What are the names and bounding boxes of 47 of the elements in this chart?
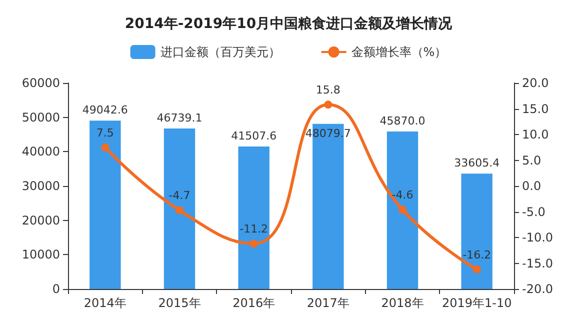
x-tick-label: 2016年 <box>232 296 276 310</box>
data-label: -4.6 <box>392 188 414 202</box>
point <box>101 143 110 152</box>
y2-tick-label: -20.0 <box>522 282 554 296</box>
data-label: -4.7 <box>168 189 190 202</box>
data-label: 41507.6 <box>231 129 277 142</box>
y-tick-label: 50000 <box>22 110 60 124</box>
bar <box>238 146 270 289</box>
legend-label: 金额增长率（%） <box>351 45 447 59</box>
y2-tick-label: -10.0 <box>522 230 554 244</box>
x-tick-label: 2014年 <box>84 296 126 310</box>
data-label: -11.2 <box>240 222 268 236</box>
data-label: 49042.6 <box>82 104 128 117</box>
point <box>472 265 481 274</box>
data-label: 45870.0 <box>380 114 426 128</box>
bar <box>386 132 418 289</box>
point <box>398 206 406 214</box>
y2-tick-label: -15.0 <box>522 256 554 270</box>
bar <box>461 174 492 289</box>
data-label: 15.8 <box>316 84 340 97</box>
y-tick-label: 30000 <box>22 179 60 193</box>
y2-tick-label: 10.0 <box>522 128 549 142</box>
data-label: 33605.4 <box>454 156 500 170</box>
x-tick-label: 2019年1-10 <box>442 296 512 310</box>
point <box>324 100 332 109</box>
x-tick-label: 2018年 <box>381 296 424 310</box>
y2-tick-label: 5.0 <box>522 153 542 168</box>
y-tick-label: 40000 <box>22 144 60 159</box>
chart-title: 2014年-2019年10月中国粮食进口金额及增长情况 <box>124 15 454 32</box>
y2-tick-label: 20.0 <box>522 76 549 90</box>
data-label: 7.5 <box>96 126 114 140</box>
y-tick-label: 10000 <box>22 248 60 262</box>
data-label: 46739.1 <box>156 112 202 125</box>
x-tick-label: 2017年 <box>306 296 350 310</box>
y2-tick-label: 15.0 <box>522 102 549 116</box>
point <box>176 206 184 214</box>
data-label: -16.2 <box>462 248 492 262</box>
point <box>250 240 258 248</box>
y-tick-label: 60000 <box>22 76 60 90</box>
y2-tick-label: -5.0 <box>522 204 546 219</box>
y-tick-label: 0 <box>52 282 60 296</box>
y2-tick-label: 0.0 <box>522 179 542 193</box>
bar <box>90 120 121 289</box>
x-tick-label: 2015年 <box>158 296 201 310</box>
y-tick-label: 20000 <box>22 213 60 228</box>
bar <box>164 128 196 289</box>
legend-label: 进口金额（百万美元） <box>160 45 280 59</box>
